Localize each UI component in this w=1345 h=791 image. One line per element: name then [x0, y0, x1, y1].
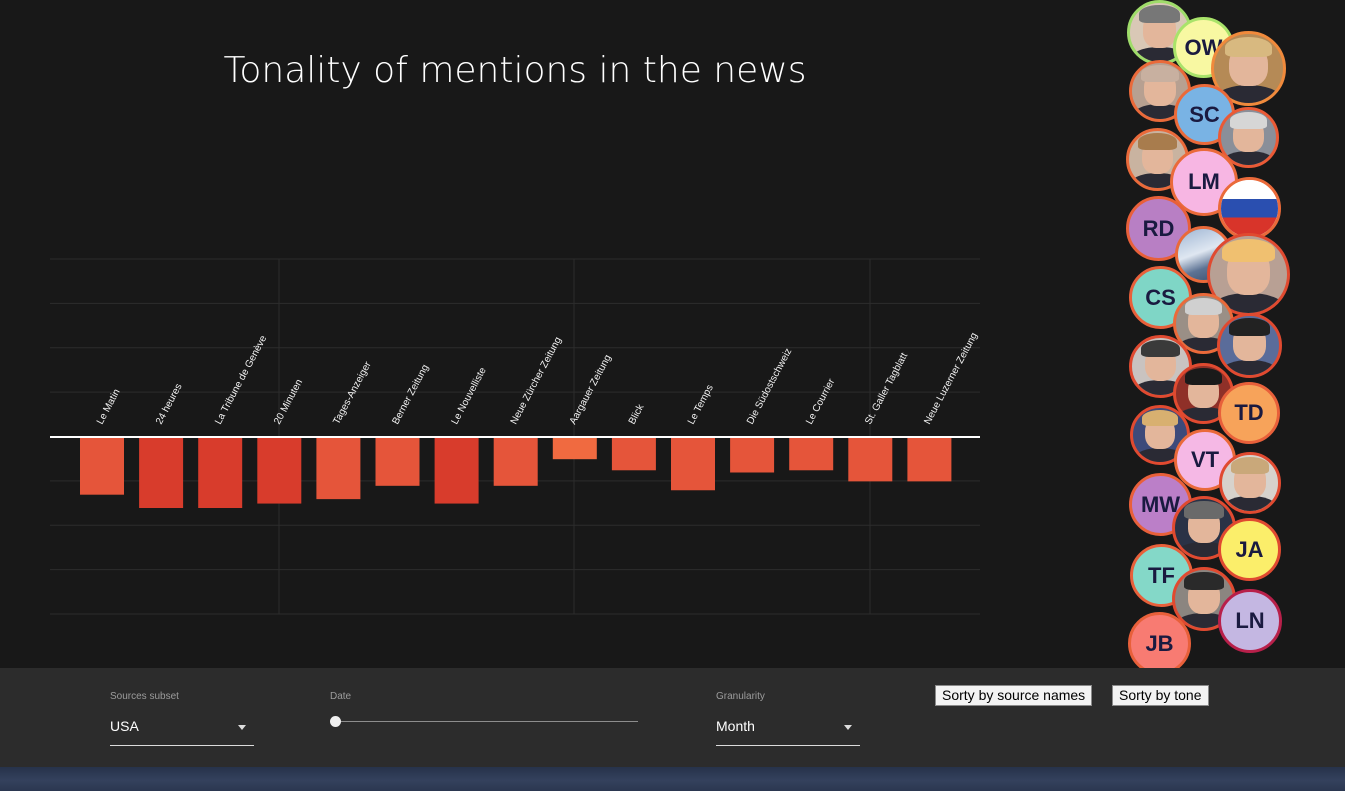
date-slider[interactable]: [330, 712, 640, 734]
portrait-icon: [1176, 296, 1231, 351]
x-tick-label: Le Courrier: [804, 376, 838, 426]
granularity-value: Month: [716, 718, 755, 734]
sources-subset-select[interactable]: USA: [110, 708, 254, 746]
person-bubble-jb[interactable]: JB: [1128, 612, 1191, 668]
bar[interactable]: [552, 437, 597, 460]
x-tick-label: Neue Zürcher Zeitung: [509, 335, 564, 426]
person-initials: RD: [1142, 215, 1175, 241]
bar[interactable]: [139, 437, 184, 508]
x-tick-label: Berner Zeitung: [390, 363, 431, 427]
people-bubble-column: OW SC LM RD CS TD VT MW JA TF LN JB: [1120, 0, 1300, 668]
x-tick-label: Neue Luzerner Zeitung: [922, 331, 980, 426]
person-initials: CS: [1145, 284, 1176, 310]
bar[interactable]: [316, 437, 361, 500]
person-initials: JA: [1235, 536, 1264, 562]
bar[interactable]: [907, 437, 952, 482]
sources-subset-label: Sources subset: [110, 691, 179, 702]
person-bubble-portrait[interactable]: [1218, 107, 1279, 168]
bar[interactable]: [434, 437, 479, 504]
sources-subset-value: USA: [110, 718, 139, 734]
sort-by-tone-button[interactable]: Sorty by tone: [1112, 685, 1209, 706]
x-tick-label: Le Matin: [95, 387, 123, 426]
bar[interactable]: [257, 437, 302, 504]
person-bubble-ln[interactable]: LN: [1218, 589, 1282, 653]
person-initials: TF: [1148, 562, 1175, 588]
person-initials: SC: [1189, 101, 1220, 127]
bar[interactable]: [671, 437, 715, 491]
person-bubble-td[interactable]: TD: [1218, 382, 1280, 444]
chart-title: Tonality of mentions in the news: [224, 50, 807, 91]
sources-subset-underline: [110, 745, 254, 746]
date-slider-thumb[interactable]: [330, 716, 341, 727]
x-tick-label: Le Temps: [686, 383, 716, 426]
x-tick-label: Aargauer Zeitung: [568, 353, 614, 426]
portrait-icon: [1210, 236, 1287, 313]
bar[interactable]: [848, 437, 893, 482]
x-tick-label: 24 heures: [154, 382, 185, 426]
portrait-icon: [1214, 34, 1283, 103]
portrait-icon: [1175, 499, 1233, 557]
portrait-icon: [1132, 63, 1188, 119]
person-bubble-portrait[interactable]: [1217, 313, 1282, 378]
granularity-caret-icon: [844, 725, 852, 730]
person-initials: LN: [1235, 608, 1265, 633]
date-slider-track: [336, 721, 638, 722]
date-label: Date: [330, 691, 352, 702]
x-tick-label: Blick: [627, 402, 647, 427]
person-bubble-portrait[interactable]: [1219, 452, 1281, 514]
granularity-label: Granularity: [716, 691, 765, 702]
controls-panel: Sources subset USA Date Granularity Mont…: [0, 668, 1345, 767]
background-strip: [0, 767, 1345, 791]
bar[interactable]: [611, 437, 656, 471]
bar[interactable]: [375, 437, 420, 486]
chart-bars: [80, 437, 952, 508]
portrait-icon: [1175, 570, 1233, 628]
tone-chart: Tonality of mentions in the news Le Mati…: [50, 50, 980, 615]
bar[interactable]: [80, 437, 124, 495]
x-tick-label: Le Nouvelliste: [450, 365, 489, 426]
portrait-icon: [1220, 316, 1279, 375]
portrait-icon: [1222, 455, 1278, 511]
granularity-select[interactable]: Month: [716, 708, 860, 746]
flag-icon: [1221, 180, 1278, 237]
portrait-icon: [1176, 366, 1231, 421]
person-initials: TD: [1234, 400, 1264, 425]
portrait-icon: [1133, 408, 1187, 462]
person-bubble-ja[interactable]: JA: [1218, 518, 1281, 581]
person-initials: VT: [1190, 447, 1220, 472]
portrait-icon: [1221, 110, 1276, 165]
bar[interactable]: [198, 437, 243, 508]
chart-x-labels: Le Matin 24 heures La Tribune de Genève 20 …: [95, 331, 980, 426]
bar[interactable]: [730, 437, 775, 473]
bar[interactable]: [493, 437, 538, 486]
x-tick-label: Die Südostschweiz: [745, 347, 794, 427]
person-initials: LM: [1188, 169, 1220, 194]
person-initials: JB: [1145, 630, 1174, 656]
x-tick-label: Tages-Anzeiger: [331, 359, 374, 426]
sources-subset-caret-icon: [238, 725, 246, 730]
bar[interactable]: [789, 437, 834, 471]
x-tick-label: 20 Minuten: [272, 378, 305, 427]
person-initials: MW: [1140, 491, 1181, 517]
sort-by-source-names-button[interactable]: Sorty by source names: [935, 685, 1093, 706]
granularity-underline: [716, 745, 860, 746]
